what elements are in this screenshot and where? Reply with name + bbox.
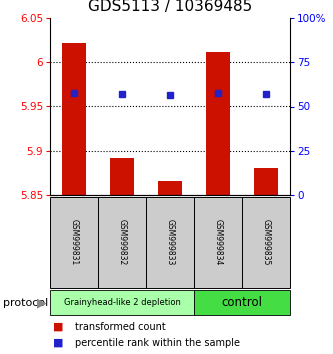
Bar — [158, 181, 182, 195]
FancyBboxPatch shape — [98, 197, 146, 288]
Bar — [62, 43, 86, 195]
Bar — [110, 158, 134, 195]
Text: ▶: ▶ — [37, 296, 46, 309]
Text: control: control — [221, 296, 262, 309]
Bar — [206, 52, 230, 195]
FancyBboxPatch shape — [50, 197, 98, 288]
Text: GSM999833: GSM999833 — [166, 219, 174, 266]
Text: GSM999831: GSM999831 — [70, 219, 79, 266]
Text: GSM999832: GSM999832 — [118, 219, 127, 266]
Text: GSM999834: GSM999834 — [213, 219, 222, 266]
Text: percentile rank within the sample: percentile rank within the sample — [75, 338, 240, 348]
FancyBboxPatch shape — [194, 197, 242, 288]
Title: GDS5113 / 10369485: GDS5113 / 10369485 — [88, 0, 252, 14]
Text: protocol: protocol — [3, 297, 49, 308]
FancyBboxPatch shape — [146, 197, 194, 288]
Text: ■: ■ — [53, 322, 64, 332]
Bar — [254, 169, 278, 195]
Text: GSM999835: GSM999835 — [261, 219, 270, 266]
Text: ■: ■ — [53, 338, 64, 348]
Text: Grainyhead-like 2 depletion: Grainyhead-like 2 depletion — [64, 298, 180, 307]
Text: transformed count: transformed count — [75, 322, 166, 332]
FancyBboxPatch shape — [242, 197, 290, 288]
